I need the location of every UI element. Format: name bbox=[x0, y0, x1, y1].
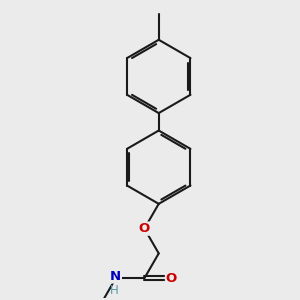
Text: N: N bbox=[110, 270, 122, 283]
Text: O: O bbox=[139, 222, 150, 235]
Text: H: H bbox=[110, 284, 118, 297]
Text: O: O bbox=[166, 272, 177, 285]
